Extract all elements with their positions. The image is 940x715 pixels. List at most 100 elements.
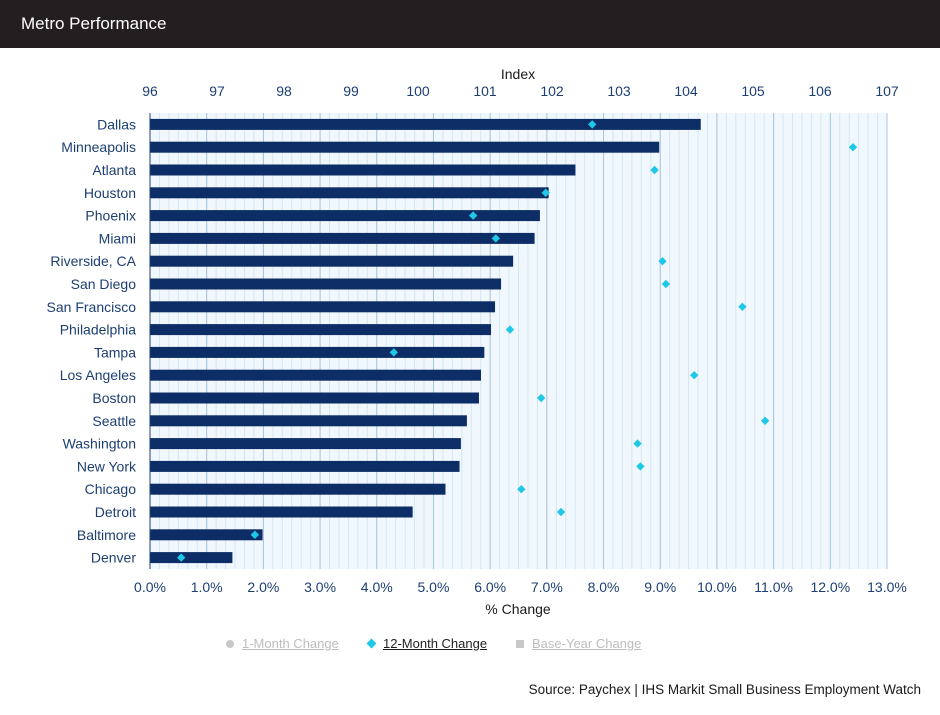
bottom-axis-tick-label: 3.0% bbox=[304, 579, 336, 595]
category-label: Riverside, CA bbox=[50, 253, 136, 269]
point-12-month-los-angeles bbox=[690, 371, 699, 380]
top-axis-tick-label: 106 bbox=[808, 83, 832, 99]
header-bar: Metro Performance bbox=[0, 0, 940, 48]
category-label: Miami bbox=[99, 230, 136, 246]
category-label: Philadelphia bbox=[60, 322, 136, 338]
top-axis-tick-label: 101 bbox=[473, 83, 497, 99]
bar-denver bbox=[150, 552, 233, 564]
category-label: Tampa bbox=[94, 344, 136, 360]
point-12-month-houston bbox=[541, 188, 550, 197]
category-label: Washington bbox=[63, 436, 136, 452]
top-axis-tick-label: 96 bbox=[142, 83, 158, 99]
bottom-axis-tick-label: 12.0% bbox=[810, 579, 850, 595]
category-label: Minneapolis bbox=[61, 139, 136, 155]
point-12-month-washington bbox=[633, 439, 642, 448]
top-axis-tick-label: 104 bbox=[674, 83, 698, 99]
point-12-month-philadelphia bbox=[505, 325, 515, 334]
bar-philadelphia bbox=[150, 324, 492, 336]
bar-baltimore bbox=[150, 529, 263, 541]
bottom-axis-tick-label: 7.0% bbox=[531, 579, 563, 595]
top-axis-tick-label: 97 bbox=[209, 83, 225, 99]
bottom-axis-tick-label: 8.0% bbox=[588, 579, 620, 595]
point-12-month-denver bbox=[176, 553, 186, 562]
point-12-month-miami bbox=[491, 234, 501, 243]
bar-riverside-ca bbox=[150, 255, 514, 267]
bar-miami bbox=[150, 232, 535, 244]
bottom-axis-tick-label: 4.0% bbox=[361, 579, 393, 595]
category-label: Boston bbox=[92, 390, 136, 406]
category-label: Houston bbox=[84, 185, 136, 201]
bottom-axis-tick-label: 11.0% bbox=[754, 579, 793, 595]
point-12-month-atlanta bbox=[650, 165, 659, 175]
legend-label: Base-Year Change bbox=[532, 636, 642, 651]
legend-label: 1-Month Change bbox=[242, 636, 339, 651]
top-axis-tick-label: 102 bbox=[540, 83, 564, 99]
bar-chicago bbox=[150, 483, 446, 495]
bottom-axis-tick-label: 5.0% bbox=[418, 579, 450, 595]
category-label: Dallas bbox=[97, 116, 136, 132]
point-12-month-seattle bbox=[760, 416, 770, 425]
bar-atlanta bbox=[150, 164, 576, 176]
bottom-axis-tick-label: 10.0% bbox=[697, 579, 737, 595]
legend-label: 12-Month Change bbox=[383, 636, 488, 651]
bar-houston bbox=[150, 187, 549, 199]
top-axis-tick-label: 105 bbox=[741, 83, 765, 99]
point-12-month-dallas bbox=[588, 120, 597, 129]
category-label: Detroit bbox=[95, 504, 136, 520]
top-axis-tick-label: 107 bbox=[875, 83, 899, 99]
bottom-axis-tick-label: 9.0% bbox=[644, 579, 676, 595]
bar-boston bbox=[150, 392, 479, 404]
bar-tampa bbox=[150, 346, 485, 358]
bottom-axis-tick-label: 13.0% bbox=[867, 579, 907, 595]
chart: 96 97 98 99 100 101 102 103 104 105 106 107 Index 0.0… bbox=[47, 66, 907, 617]
category-label: Seattle bbox=[92, 413, 136, 429]
point-12-month-boston bbox=[536, 393, 546, 403]
bar-detroit bbox=[150, 506, 413, 518]
diamond-icon bbox=[366, 638, 377, 649]
top-axis-tick-label: 99 bbox=[343, 83, 359, 99]
bar-san-diego bbox=[150, 278, 502, 290]
legend-item-12-month[interactable]: 12-Month Change bbox=[366, 636, 488, 651]
point-12-month-minneapolis bbox=[848, 143, 858, 152]
bar-los-angeles bbox=[150, 369, 481, 381]
top-axis-tick-label: 98 bbox=[276, 83, 292, 99]
bar-san-francisco bbox=[150, 301, 496, 313]
point-12-month-tampa bbox=[389, 348, 398, 357]
point-12-month-chicago bbox=[517, 485, 526, 494]
point-12-month-baltimore bbox=[250, 530, 260, 539]
top-axis-tick-label: 100 bbox=[406, 83, 430, 99]
bar-washington bbox=[150, 438, 461, 450]
point-12-month-san-diego bbox=[661, 279, 671, 289]
point-12-month-new-york bbox=[636, 462, 645, 471]
bar-new-york bbox=[150, 460, 460, 472]
point-12-month-san-francisco bbox=[738, 302, 747, 311]
category-label: Denver bbox=[91, 550, 136, 566]
point-12-month-detroit bbox=[556, 507, 566, 517]
bottom-axis-tick-label: 0.0% bbox=[134, 579, 166, 595]
category-label: Phoenix bbox=[85, 208, 136, 224]
bar-seattle bbox=[150, 415, 467, 427]
square-icon bbox=[516, 639, 524, 648]
bottom-axis-title: % Change bbox=[485, 601, 551, 617]
legend-item-base-year[interactable]: Base-Year Change bbox=[516, 636, 641, 651]
legend-item-1-month[interactable]: 1-Month Change bbox=[226, 636, 339, 651]
category-label: New York bbox=[77, 458, 137, 474]
bar-minneapolis bbox=[150, 141, 660, 153]
category-label: San Francisco bbox=[47, 299, 137, 315]
category-label: Los Angeles bbox=[60, 367, 136, 383]
bottom-axis-tick-label: 1.0% bbox=[191, 579, 223, 595]
category-label: Chicago bbox=[85, 481, 137, 497]
bottom-axis-tick-label: 2.0% bbox=[247, 579, 279, 595]
page-title: Metro Performance bbox=[21, 14, 167, 33]
category-label: Atlanta bbox=[92, 162, 136, 178]
category-label: Baltimore bbox=[77, 527, 136, 543]
top-axis-title: Index bbox=[501, 66, 535, 82]
bar-dallas bbox=[150, 118, 701, 130]
bar-phoenix bbox=[150, 210, 540, 222]
top-axis-tick-label: 103 bbox=[607, 83, 631, 99]
point-12-month-riverside-ca bbox=[658, 257, 667, 266]
bottom-axis-tick-label: 6.0% bbox=[474, 579, 506, 595]
legend: 1-Month Change 12-Month Change Base-Year… bbox=[0, 636, 940, 656]
point-12-month-phoenix bbox=[468, 211, 478, 220]
category-label: San Diego bbox=[71, 276, 137, 292]
